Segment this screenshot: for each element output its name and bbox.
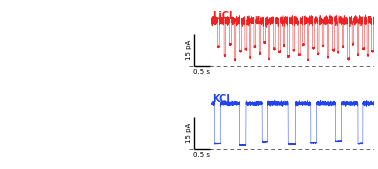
Text: KCl: KCl bbox=[212, 94, 229, 104]
Text: 0.5 s: 0.5 s bbox=[194, 69, 211, 75]
Text: 15 pA: 15 pA bbox=[186, 123, 192, 143]
Text: 0.5 s: 0.5 s bbox=[194, 152, 211, 158]
Text: 15 pA: 15 pA bbox=[186, 40, 192, 60]
Text: LiCl: LiCl bbox=[212, 11, 232, 21]
